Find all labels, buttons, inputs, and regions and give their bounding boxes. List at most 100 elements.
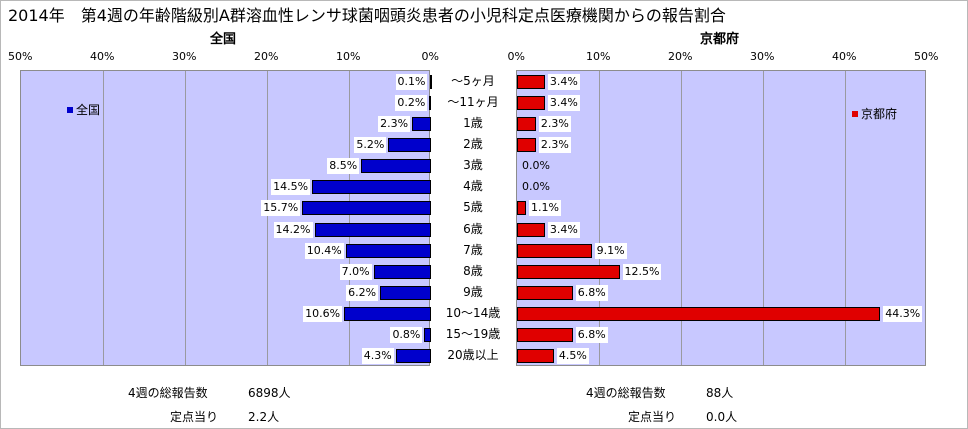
bar-national — [388, 138, 431, 152]
data-label-kyoto: 4.5% — [556, 348, 589, 365]
gridline — [267, 71, 268, 365]
footer-left-per-site-label: 定点当り — [170, 410, 219, 424]
axis-tick-label: 40% — [90, 50, 115, 63]
data-label-national: 0.2% — [395, 94, 428, 111]
data-label-kyoto: 3.4% — [547, 94, 580, 111]
age-label: 4歳 — [463, 179, 483, 194]
axis-tick-label: 30% — [172, 50, 197, 63]
data-label-kyoto: 3.4% — [547, 73, 580, 90]
axis-tick-label: 10% — [586, 50, 611, 63]
bar-national — [395, 349, 431, 364]
bar-national — [314, 222, 431, 237]
bar-kyoto — [517, 138, 536, 152]
bar-kyoto — [517, 286, 573, 300]
legend-label-kyoto: 京都府 — [861, 107, 898, 121]
data-label-kyoto: 44.3% — [883, 306, 923, 323]
bar-national — [424, 328, 431, 343]
legend-swatch-kyoto — [852, 110, 858, 117]
data-label-national: 15.7% — [261, 200, 301, 217]
bar-national — [302, 201, 431, 216]
data-label-national: 0.1% — [395, 73, 428, 90]
axis-tick-label: 30% — [750, 50, 775, 63]
bar-national — [345, 243, 431, 258]
panel-title-kyoto: 京都府 — [700, 32, 740, 47]
age-label: 15～19歳 — [445, 327, 501, 342]
data-label-kyoto: 9.1% — [594, 242, 627, 259]
gridline — [185, 71, 186, 365]
legend-national: 全国 — [67, 101, 100, 118]
footer-right-reports-label: 4週の総報告数 — [586, 386, 666, 400]
gridline — [845, 71, 846, 365]
axis-tick-label: 10% — [336, 50, 361, 63]
data-label-kyoto: 1.1% — [529, 200, 561, 217]
gridline — [103, 71, 104, 365]
data-label-national: 10.4% — [304, 242, 344, 259]
bar-kyoto — [517, 201, 527, 216]
age-label: 1歳 — [463, 115, 483, 130]
data-label-national: 4.3% — [361, 348, 394, 365]
axis-tick-label: 20% — [254, 50, 279, 63]
data-label-kyoto: 12.5% — [622, 263, 662, 280]
data-label-kyoto: 6.8% — [575, 285, 608, 301]
plot-area-national: 全国 0.1% 0.2% 2.3% 5.2% 8.5% 14.5% 15.7% 14.2% 10… — [20, 70, 432, 366]
data-label-national: 2.3% — [378, 115, 411, 132]
axis-tick-label: 50% — [914, 50, 939, 63]
data-label-national: 7.0% — [339, 263, 372, 280]
bar-national — [373, 264, 431, 279]
footer-left-reports-label: 4週の総報告数 — [128, 386, 208, 400]
bar-kyoto — [517, 264, 620, 279]
bar-kyoto — [517, 116, 536, 131]
data-label-kyoto: 0.0% — [522, 180, 550, 194]
gridline — [681, 71, 682, 365]
age-label: 9歳 — [463, 285, 483, 299]
bar-national — [380, 286, 431, 300]
age-label: 7歳 — [463, 242, 483, 257]
axis-tick-label: 0% — [421, 50, 439, 63]
age-label: 2歳 — [463, 137, 483, 151]
bar-kyoto — [517, 74, 545, 89]
bar-national — [429, 74, 432, 89]
footer-left-per-site-value: 2.2人 — [248, 410, 280, 424]
axis-tick-label: 0% — [507, 50, 525, 63]
age-label: 8歳 — [463, 263, 483, 278]
gridline — [349, 71, 350, 365]
data-label-kyoto: 6.8% — [575, 327, 608, 344]
data-label-national: 14.5% — [271, 179, 311, 196]
age-label: 5歳 — [463, 200, 483, 215]
data-label-national: 0.8% — [390, 327, 423, 344]
gridline — [599, 71, 600, 365]
age-label: 10～14歳 — [445, 306, 501, 321]
data-label-national: 10.6% — [303, 306, 343, 323]
footer-left-reports-value: 6898人 — [248, 386, 291, 400]
age-label: ～5ヶ月 — [451, 73, 495, 88]
age-label: ～11ヶ月 — [447, 94, 499, 109]
data-label-national: 5.2% — [354, 137, 387, 153]
panel-title-national: 全国 — [210, 32, 237, 47]
footer-right-per-site-value: 0.0人 — [706, 410, 738, 424]
data-label-national: 8.5% — [327, 158, 360, 175]
bar-national — [312, 180, 431, 195]
bar-kyoto — [517, 328, 573, 343]
data-label-kyoto: 2.3% — [538, 137, 571, 153]
bar-kyoto — [517, 243, 592, 258]
footer-right-reports-value: 88人 — [706, 386, 734, 400]
bar-kyoto — [517, 222, 545, 237]
bar-kyoto — [517, 95, 545, 110]
axis-tick-label: 40% — [832, 50, 857, 63]
bar-national — [429, 95, 432, 110]
gridline — [763, 71, 764, 365]
data-label-national: 6.2% — [346, 285, 379, 301]
data-label-kyoto: 3.4% — [547, 221, 580, 238]
bar-kyoto — [517, 349, 554, 364]
bar-national — [344, 307, 431, 322]
bar-national — [412, 116, 431, 131]
data-label-national: 14.2% — [273, 221, 313, 238]
legend-label-national: 全国 — [76, 103, 101, 117]
age-label: 3歳 — [463, 158, 483, 173]
data-label-kyoto: 2.3% — [538, 115, 571, 132]
data-label-kyoto: 0.0% — [522, 159, 550, 173]
plot-area-kyoto: 京都府 3.4% 3.4% 2.3% 2.3% 0.0% 0.0% 1.1% 3.4% 9.1%… — [516, 70, 926, 366]
axis-tick-label: 50% — [8, 50, 33, 63]
legend-swatch-national — [67, 106, 73, 113]
age-label: 20歳以上 — [447, 348, 499, 363]
